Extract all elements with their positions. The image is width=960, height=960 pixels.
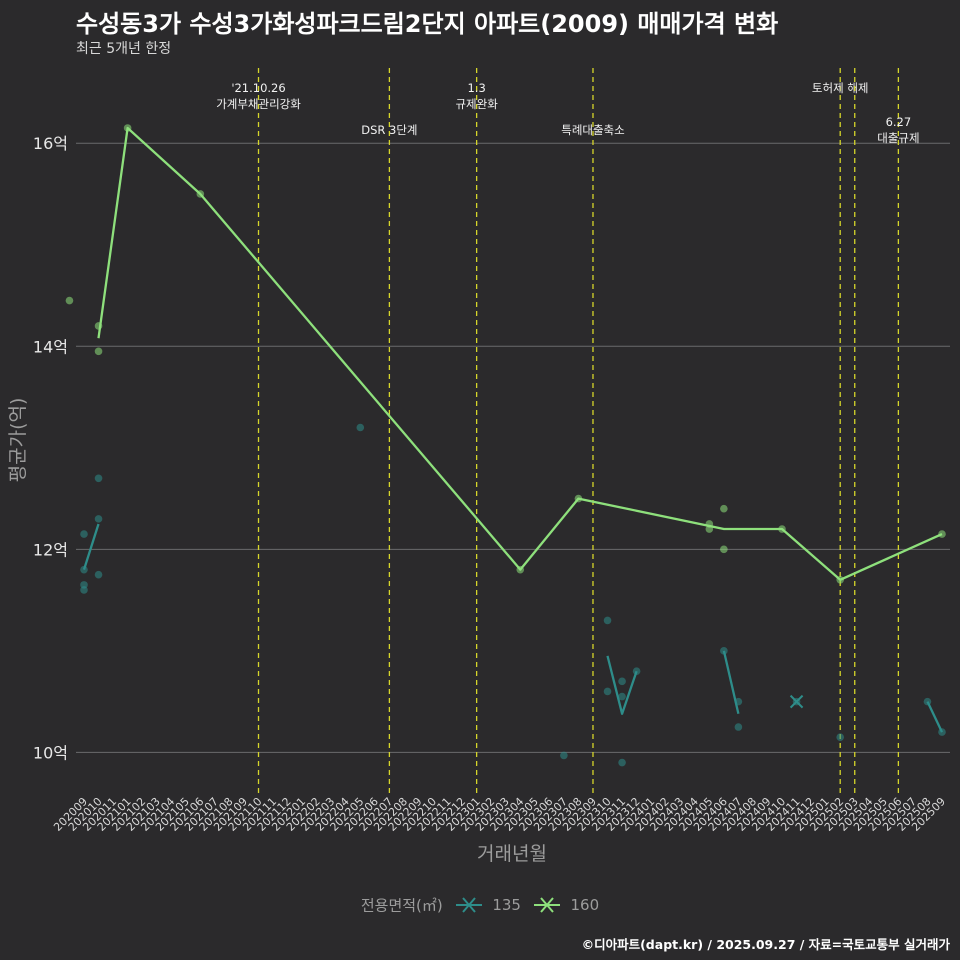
event-label-202506-0: 6.27	[886, 115, 912, 129]
data-point-160-8	[705, 525, 714, 533]
legend: 전용면적(㎡) 135 160	[0, 894, 960, 916]
cross-stroke-b	[789, 694, 804, 709]
series-135	[80, 423, 946, 767]
data-point-160-4	[196, 190, 205, 198]
series-line-135-seg-0	[606, 655, 638, 715]
data-point-135-20	[923, 697, 932, 706]
data-point-135-0	[80, 530, 88, 538]
data-point-160-13	[938, 530, 946, 538]
series-layer	[65, 124, 946, 767]
event-label-202110-0: '21.10.26	[231, 81, 285, 95]
data-point-135-9	[603, 616, 612, 625]
data-point-135-17	[734, 723, 743, 731]
x-tick-labels: 2020092020102020112021012021022021032021…	[51, 795, 948, 834]
grid-lines	[76, 142, 950, 753]
data-point-135-21	[938, 728, 946, 736]
data-point-135-15	[720, 647, 728, 655]
data-point-135-11	[618, 677, 626, 686]
y-tick-label-10: 10억	[33, 743, 68, 762]
legend-key-160	[533, 897, 560, 913]
data-point-160-12	[836, 575, 845, 584]
data-point-135-7	[356, 423, 365, 432]
series-line-135-seg-2	[926, 701, 944, 733]
data-point-160-11	[778, 525, 786, 533]
data-point-135-8	[560, 751, 568, 760]
data-point-160-0	[94, 322, 103, 330]
data-point-135-14	[632, 667, 641, 675]
event-label-202502-0: 토허제 해제	[812, 81, 869, 95]
data-point-160-9	[720, 504, 728, 513]
x-axis-label: 거래년월	[477, 843, 547, 865]
data-point-135-5	[94, 515, 103, 523]
y-tick-label-14: 14억	[33, 337, 68, 356]
data-point-135-6	[94, 570, 103, 579]
data-point-160-2	[65, 296, 74, 305]
event-label-202506-1: 대출규제	[877, 131, 919, 145]
chart-subtitle: 최근 5개년 한정	[76, 41, 172, 57]
y-tick-label-12: 12억	[33, 540, 68, 559]
data-point-160-10	[720, 545, 728, 554]
data-point-160-3	[123, 124, 132, 132]
event-label-202207-0: DSR 3단계	[361, 123, 417, 137]
y-axis-label: 평균가(억)	[7, 398, 29, 483]
data-point-160-1	[94, 347, 103, 356]
legend-label-135: 135	[492, 896, 521, 914]
event-label-202301-1: 규제완화	[455, 97, 498, 111]
legend-label-160: 160	[570, 896, 600, 914]
chart-title: 수성동3가 수성3가화성파크드림2단지 아파트(2009) 매매가격 변화	[76, 10, 779, 38]
data-point-135-19	[836, 733, 845, 741]
data-point-135-10	[603, 687, 612, 696]
event-label-202110-1: 가계부채관리강화	[216, 97, 301, 111]
series-160	[65, 124, 946, 584]
y-tick-label-16: 16억	[33, 134, 68, 153]
cross-mark-135-0	[789, 694, 804, 709]
legend-key-135	[455, 897, 482, 913]
data-point-135-13	[618, 758, 626, 767]
data-point-135-3	[80, 586, 88, 594]
series-line-160	[97, 126, 943, 581]
event-label-202301-0: 1.3	[467, 81, 485, 95]
series-line-135	[82, 523, 100, 570]
legend-title: 전용면적(㎡)	[360, 896, 443, 915]
y-tick-labels: 10억 12억 14억 16억	[33, 134, 68, 762]
data-point-135-4	[94, 474, 103, 483]
data-point-135-12	[618, 692, 626, 701]
data-point-160-5	[516, 565, 525, 574]
source-caption: ©디아파트(dapt.kr) / 2025.09.27 / 자료=국토교통부 실…	[581, 937, 950, 952]
data-point-135-16	[734, 697, 743, 706]
data-point-160-6	[574, 494, 583, 503]
data-point-135-1	[80, 565, 88, 574]
event-label-202309-0: 특례대출축소	[561, 123, 624, 137]
